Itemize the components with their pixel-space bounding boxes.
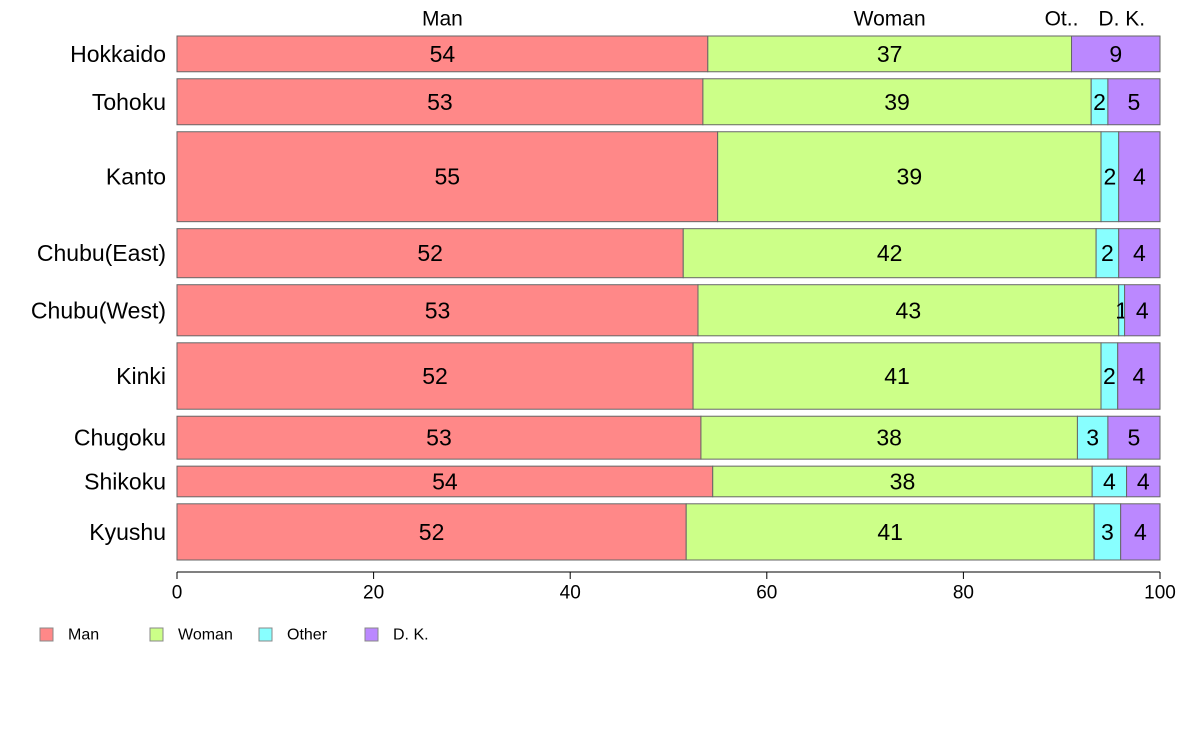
data-label: 4: [1103, 468, 1116, 494]
top-segment-label: D. K.: [1098, 8, 1145, 31]
bar-segment: [1124, 284, 1161, 337]
bar-segment: [700, 415, 1078, 460]
data-label: 53: [425, 297, 451, 323]
bar-segment: [717, 131, 1102, 223]
tick-label: 80: [953, 583, 974, 604]
data-label: 54: [432, 468, 458, 494]
category-label: Shikoku: [84, 468, 166, 494]
category-label: Tohoku: [92, 89, 166, 115]
bar-segment: [176, 415, 702, 460]
data-label: 4: [1136, 297, 1149, 323]
data-label: 38: [876, 425, 902, 451]
data-label: 55: [435, 164, 461, 190]
data-label: 39: [884, 89, 910, 115]
data-label: 52: [417, 240, 443, 266]
data-label: 5: [1128, 89, 1141, 115]
bar-segment: [712, 465, 1093, 498]
bar-segment: [1118, 131, 1161, 223]
data-label: 38: [890, 468, 916, 494]
legend-label: Other: [287, 627, 328, 644]
data-label: 52: [419, 519, 445, 545]
data-label: 39: [897, 164, 923, 190]
bar-segment: [1120, 503, 1161, 561]
legend-label: Woman: [178, 627, 233, 644]
data-label: 53: [427, 89, 453, 115]
bar-segment: [176, 35, 709, 73]
bar-segment: [176, 465, 714, 498]
data-label: 4: [1137, 468, 1150, 494]
data-label: 2: [1103, 164, 1116, 190]
data-label: 53: [426, 425, 452, 451]
bar-segment: [1126, 465, 1161, 498]
tick-label: 100: [1144, 583, 1176, 604]
data-label: 2: [1093, 89, 1106, 115]
bar-segment: [702, 78, 1092, 126]
category-label: Chugoku: [74, 425, 166, 451]
data-label: 43: [896, 297, 922, 323]
legend-swatch: [149, 627, 164, 642]
bar-segment: [1076, 415, 1109, 460]
legend: Man Woman Other D. K.: [39, 627, 429, 644]
data-label: 9: [1109, 41, 1122, 67]
legend-swatch: [258, 627, 273, 642]
bar-segment: [1118, 228, 1161, 279]
bar-segment: [176, 131, 719, 223]
data-label: 41: [884, 363, 910, 389]
data-label: 4: [1134, 519, 1147, 545]
category-label: Hokkaido: [70, 41, 166, 67]
data-label: 4: [1133, 240, 1146, 266]
bar-segment: [176, 284, 699, 337]
legend-swatch: [39, 627, 54, 642]
bar-segment: [1117, 342, 1161, 410]
data-label: 42: [877, 240, 903, 266]
top-segment-label: Ot..: [1045, 8, 1079, 31]
bar-segment: [1107, 78, 1161, 126]
bar-segment: [697, 284, 1120, 337]
bar-segment: [1093, 503, 1122, 561]
bar-segment: [1107, 415, 1161, 460]
data-label: 3: [1101, 519, 1114, 545]
tick-label: 60: [756, 583, 777, 604]
bar-segment: [692, 342, 1102, 410]
legend-label: D. K.: [393, 627, 429, 644]
bar-segment: [176, 342, 694, 410]
tick-label: 0: [172, 583, 183, 604]
category-label: Kanto: [106, 164, 166, 190]
category-label: Kinki: [116, 363, 166, 389]
bar-segment: [176, 228, 684, 279]
bar-segment: [682, 228, 1097, 279]
tick-label: 20: [363, 583, 384, 604]
data-label: 37: [877, 41, 903, 67]
data-label: 3: [1086, 425, 1099, 451]
data-label: 2: [1103, 363, 1116, 389]
x-axis: 0 20 40 60 80 100: [172, 571, 1176, 604]
top-segment-label: Woman: [854, 8, 926, 31]
legend-swatch: [364, 627, 379, 642]
legend-label: Man: [68, 627, 99, 644]
data-label: 2: [1101, 240, 1114, 266]
data-label: 5: [1128, 425, 1141, 451]
data-label: 52: [422, 363, 448, 389]
data-label: 54: [430, 41, 456, 67]
top-segment-label: Man: [422, 8, 463, 31]
data-label: 41: [877, 519, 903, 545]
bar-segment: [176, 78, 704, 126]
category-label: Chubu(East): [37, 240, 166, 266]
category-label: Chubu(West): [31, 297, 166, 323]
top-segment-labels: Man Woman Ot.. D. K.: [422, 8, 1145, 31]
data-label: 4: [1133, 164, 1146, 190]
bar-segment: [685, 503, 1095, 561]
tick-label: 40: [560, 583, 581, 604]
bar-segment: [707, 35, 1073, 73]
bar-segment: [1071, 35, 1161, 73]
data-label: 4: [1132, 363, 1145, 389]
bar-segment: [1091, 465, 1128, 498]
category-label: Kyushu: [89, 519, 166, 545]
